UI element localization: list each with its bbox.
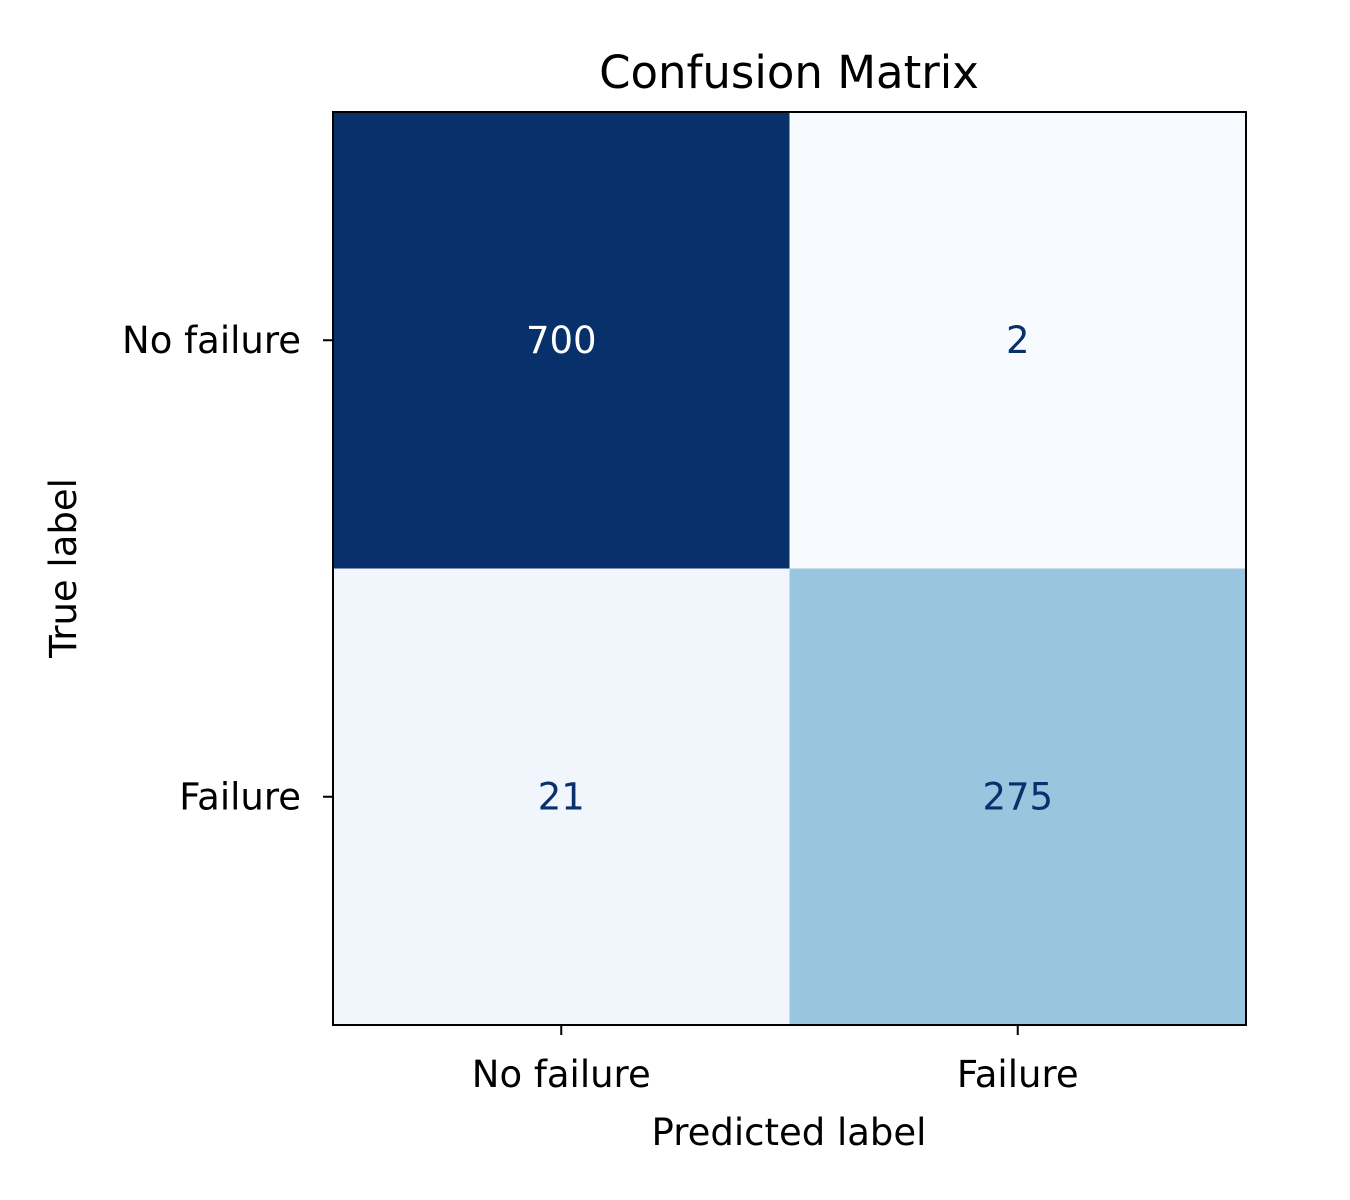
- x-axis-label: Predicted label: [652, 1111, 927, 1154]
- cell-value-labels: 700 2 21 275: [526, 319, 1053, 819]
- y-axis-label: True label: [42, 478, 85, 659]
- x-tick-label-failure: Failure: [957, 1053, 1079, 1096]
- cell-failure-failure: [789, 568, 1246, 1025]
- cell-no-failure-failure: [789, 112, 1246, 569]
- y-tick-label-no-failure: No failure: [122, 319, 301, 362]
- cell-no-failure-no-failure: [333, 112, 790, 569]
- cell-value-no-failure-no-failure: 700: [526, 319, 597, 362]
- plot-frame: [332, 111, 1247, 1026]
- y-axis-ticks: No failure Failure: [122, 319, 333, 818]
- x-tick-label-no-failure: No failure: [472, 1053, 651, 1096]
- y-tick-label-failure: Failure: [179, 775, 301, 818]
- cell-value-failure-failure: 275: [982, 775, 1053, 818]
- cell-failure-no-failure: [333, 568, 790, 1025]
- cell-value-failure-no-failure: 21: [538, 775, 585, 818]
- cell-value-no-failure-failure: 2: [1006, 319, 1030, 362]
- heatmap-cells: [333, 112, 1246, 1025]
- x-axis-ticks: No failure Failure: [472, 1025, 1079, 1096]
- chart-title: Confusion Matrix: [599, 46, 979, 99]
